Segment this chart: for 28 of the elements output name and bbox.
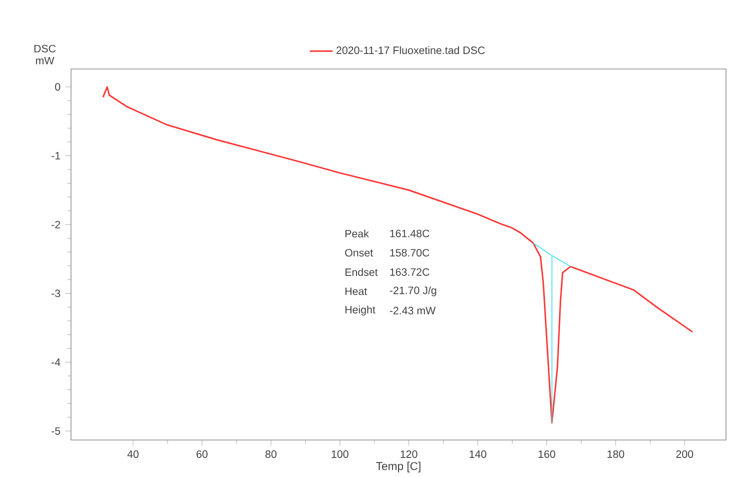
y-tick-label: -5 <box>52 427 60 435</box>
x-tick-label: 100 <box>332 450 348 458</box>
annotation: Peak <box>345 230 369 238</box>
annotation: 161.48C <box>390 230 430 238</box>
y-tick-label: -3 <box>52 290 60 298</box>
x-tick-label: 40 <box>127 450 139 458</box>
y-tick-label: 0 <box>55 83 60 91</box>
y-tick-label: -2 <box>52 220 60 228</box>
annotation: -2.43 mW <box>390 306 436 314</box>
annotation: Heat <box>345 288 368 296</box>
annotation: 158.70C <box>390 248 430 257</box>
annotation: -21.70 J/g <box>390 286 436 296</box>
annotation: Onset <box>345 248 373 257</box>
y-axis-title: DSC mW <box>34 44 56 64</box>
annotation: 163.72C <box>390 268 430 276</box>
x-tick-label: 80 <box>265 450 276 458</box>
x-axis-title: Temp [C] <box>376 462 420 472</box>
x-tick-label: 160 <box>538 450 556 458</box>
x-tick-label: 200 <box>676 450 694 458</box>
legend-label: 2020-11-17 Fluoxetine.tad DSC <box>336 46 485 54</box>
x-tick-label: 180 <box>608 450 624 458</box>
x-tick-label: 60 <box>196 450 208 458</box>
annotation: Height <box>345 306 376 316</box>
x-tick-label: 140 <box>470 450 486 458</box>
x-tick-label: 120 <box>400 450 418 458</box>
y-tick-label: -1 <box>52 152 60 160</box>
annotation: Endset <box>345 268 378 276</box>
y-tick-label: -4 <box>52 358 60 366</box>
